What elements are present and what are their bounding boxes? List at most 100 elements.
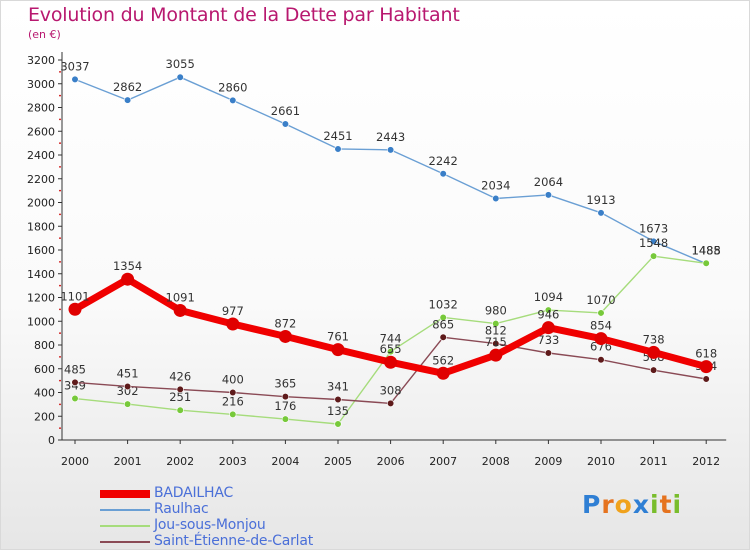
data-label-badailhac: 1091 (166, 290, 195, 304)
data-point-saint-etienne-de-carlat (649, 366, 658, 374)
data-label-raulhac: 2862 (113, 80, 142, 94)
y-minor-tick (59, 355, 61, 358)
data-label-jou-sous-monjou: 1032 (429, 297, 458, 311)
x-tick-label: 2006 (377, 455, 405, 468)
data-label-saint-etienne-de-carlat: 733 (537, 333, 559, 347)
data-label-jou-sous-monjou: 251 (169, 390, 191, 404)
data-point-saint-etienne-de-carlat (229, 388, 237, 397)
data-label-badailhac: 761 (327, 330, 349, 344)
data-point-jou-sous-monjou (649, 252, 658, 260)
y-minor-tick (59, 237, 61, 240)
data-label-jou-sous-monjou: 1070 (586, 293, 615, 307)
data-label-raulhac: 2451 (323, 129, 352, 143)
data-point-jou-sous-monjou (229, 410, 237, 418)
data-label-saint-etienne-de-carlat: 451 (117, 366, 139, 380)
legend-swatch-raulhac (100, 509, 150, 511)
proxiti-logo: Proxiti (582, 490, 682, 519)
data-label-badailhac: 977 (222, 304, 244, 318)
x-tick-label: 2012 (692, 455, 720, 468)
chart-legend: BADAILHAC Raulhac Jou-sous-Monjou Saint-… (100, 485, 430, 550)
data-label-badailhac: 1101 (60, 289, 89, 303)
data-point-jou-sous-monjou (281, 415, 290, 423)
y-tick-label: 3000 (27, 78, 55, 91)
data-point-badailhac (647, 345, 661, 359)
y-minor-tick (59, 189, 61, 192)
data-point-jou-sous-monjou (387, 348, 395, 356)
data-point-raulhac (334, 145, 342, 153)
data-point-badailhac (384, 355, 398, 369)
data-point-jou-sous-monjou (71, 394, 79, 403)
legend-item-jou-sous-monjou: Jou-sous-Monjou (100, 517, 430, 534)
y-minor-tick (59, 332, 61, 335)
y-minor-tick (59, 213, 61, 216)
y-tick-label: 600 (34, 363, 55, 376)
data-label-jou-sous-monjou: 980 (485, 304, 507, 318)
data-point-badailhac (541, 321, 555, 335)
y-tick-label: 2400 (27, 149, 55, 162)
data-label-jou-sous-monjou: 135 (327, 404, 349, 418)
data-point-raulhac (649, 237, 658, 245)
data-label-badailhac: 715 (485, 335, 507, 349)
y-minor-tick (59, 70, 61, 73)
data-label-raulhac: 3037 (60, 59, 89, 73)
data-point-raulhac (439, 170, 447, 178)
y-tick-label: 800 (34, 339, 55, 352)
data-point-saint-etienne-de-carlat (334, 395, 342, 404)
data-point-jou-sous-monjou (439, 313, 447, 322)
data-label-raulhac: 2034 (481, 178, 510, 192)
data-point-badailhac (68, 302, 82, 316)
y-minor-tick (59, 142, 61, 145)
data-point-raulhac (281, 120, 290, 128)
legend-item-raulhac: Raulhac (100, 501, 430, 518)
legend-swatch-badailhac (100, 490, 150, 498)
data-point-raulhac (597, 209, 605, 217)
data-label-jou-sous-monjou: 216 (222, 394, 244, 408)
y-tick-label: 1000 (27, 315, 55, 328)
data-point-badailhac (436, 366, 450, 380)
y-minor-tick (59, 284, 61, 287)
data-label-jou-sous-monjou: 1488 (692, 243, 721, 257)
data-label-badailhac: 655 (380, 342, 402, 356)
y-minor-tick (59, 308, 61, 311)
data-point-raulhac (387, 146, 395, 154)
chart-subtitle: (en €) (28, 28, 61, 41)
data-label-saint-etienne-de-carlat: 812 (485, 324, 507, 338)
data-label-saint-etienne-de-carlat: 365 (274, 377, 296, 391)
chart-title: Evolution du Montant de la Dette par Hab… (28, 4, 460, 26)
data-label-saint-etienne-de-carlat: 341 (327, 380, 349, 394)
y-minor-tick (59, 427, 61, 430)
data-point-saint-etienne-de-carlat (71, 378, 79, 387)
legend-item-saint-etienne-de-carlat: Saint-Étienne-de-Carlat (100, 533, 430, 550)
x-tick-label: 2003 (219, 455, 247, 468)
data-point-badailhac (121, 272, 135, 286)
data-label-raulhac: 2661 (271, 104, 300, 118)
logo-letter: i (650, 490, 660, 519)
y-tick-label: 400 (34, 387, 55, 400)
x-tick-label: 2001 (114, 455, 142, 468)
data-label-badailhac: 872 (274, 316, 296, 330)
data-point-saint-etienne-de-carlat (597, 356, 605, 364)
data-label-saint-etienne-de-carlat: 400 (222, 373, 244, 387)
y-tick-label: 200 (34, 410, 55, 423)
data-point-badailhac (594, 332, 608, 346)
x-tick-label: 2007 (429, 455, 457, 468)
data-label-raulhac: 1913 (586, 193, 615, 207)
x-tick-label: 2008 (482, 455, 510, 468)
y-tick-label: 3200 (27, 54, 55, 67)
data-point-raulhac (229, 96, 237, 104)
y-minor-tick (59, 165, 61, 168)
legend-label-badailhac: BADAILHAC (154, 485, 234, 501)
data-label-jou-sous-monjou: 176 (274, 399, 296, 413)
data-label-badailhac: 738 (643, 332, 665, 346)
data-point-saint-etienne-de-carlat (544, 349, 553, 357)
legend-label-raulhac: Raulhac (154, 501, 209, 517)
y-tick-label: 1400 (27, 268, 55, 281)
data-point-jou-sous-monjou (702, 259, 710, 267)
y-minor-tick (59, 403, 61, 406)
data-label-raulhac: 3055 (166, 57, 195, 71)
data-point-jou-sous-monjou (176, 406, 184, 414)
data-point-saint-etienne-de-carlat (492, 339, 500, 348)
data-label-badailhac: 562 (432, 353, 454, 367)
data-label-raulhac: 2860 (218, 80, 247, 94)
